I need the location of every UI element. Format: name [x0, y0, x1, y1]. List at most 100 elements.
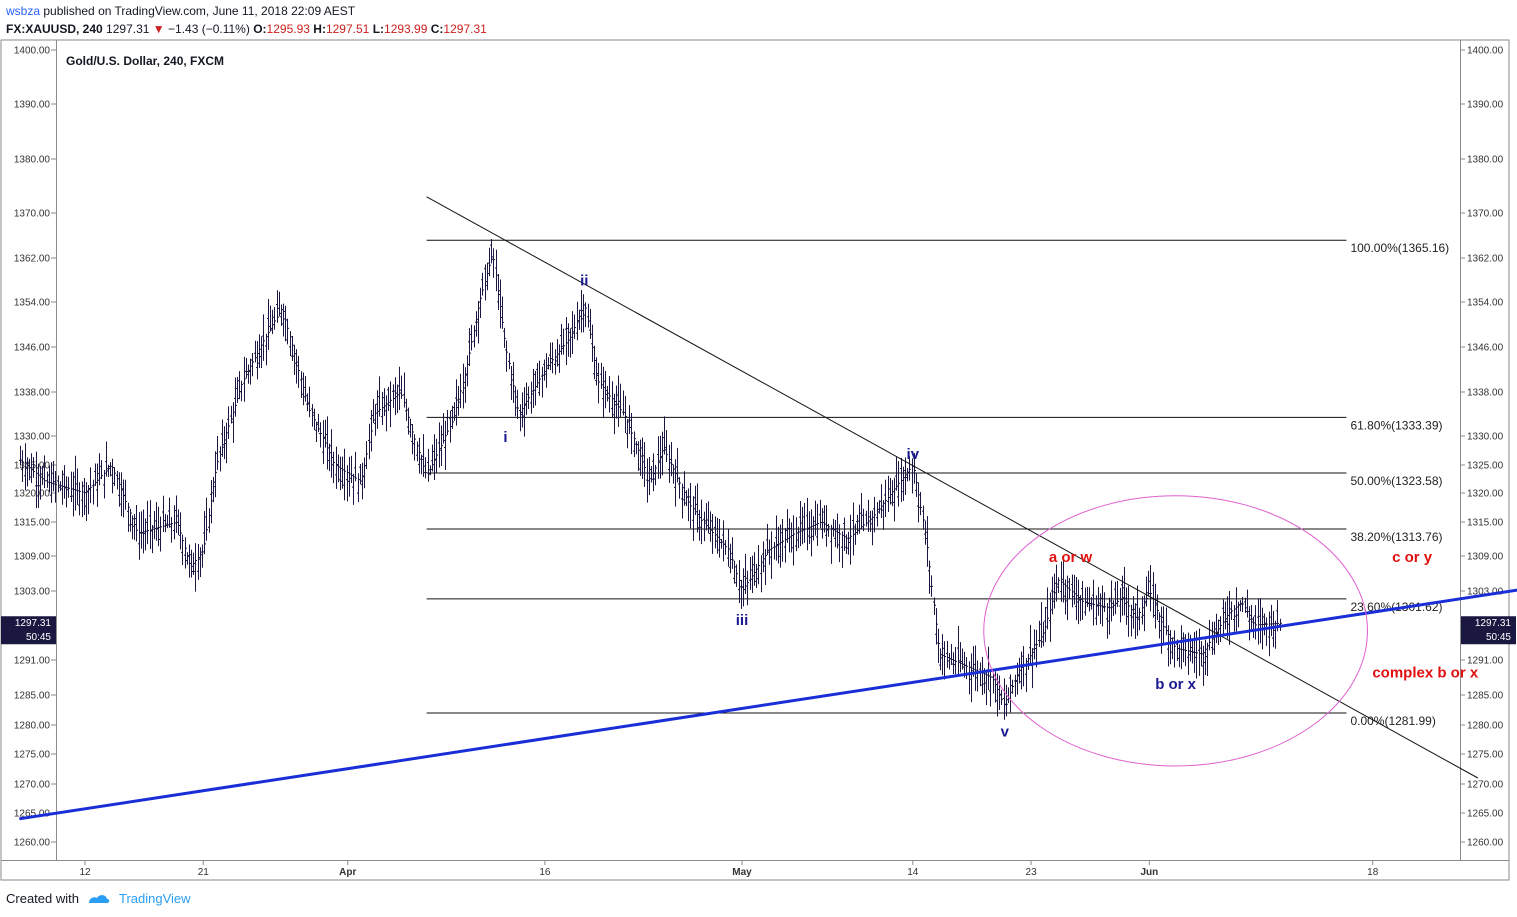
publish-info: wsbza published on TradingView.com, June… — [6, 4, 355, 18]
y-tick-label-right: 1315.00 — [1467, 518, 1504, 529]
y-tick-label-left: 1309.00 — [14, 552, 51, 563]
author-link[interactable]: wsbza — [6, 4, 41, 18]
wave-label: b or x — [1155, 676, 1196, 693]
time-axis: 1221Apr16May1423Jun18Jul16Aug1322 — [79, 860, 1379, 878]
y-tick-label-right: 1330.00 — [1467, 432, 1504, 443]
y-tick-label-right: 1354.00 — [1467, 298, 1504, 309]
y-tick-label-left: 1260.00 — [14, 838, 51, 849]
y-tick-label-right: 1325.00 — [1467, 461, 1504, 472]
chart-title: Gold/U.S. Dollar, 240, FXCM — [66, 54, 224, 68]
fib-retracement[interactable]: 100.00%(1365.16) 61.80%(1333.39) 50.00%(13… — [426, 239, 1450, 728]
high-value: 1297.51 — [325, 22, 370, 36]
y-tick-label-left: 1400.00 — [14, 46, 51, 57]
y-tick-label-right: 1380.00 — [1467, 155, 1504, 166]
wave-label: ii — [580, 273, 588, 290]
y-tick-label-right: 1303.00 — [1467, 587, 1504, 598]
wave-label: iii — [736, 612, 749, 629]
y-tick-label-left: 1325.00 — [14, 461, 51, 472]
y-tick-label-right: 1346.00 — [1467, 343, 1504, 354]
wave-label: i — [503, 429, 507, 446]
symbol-name: FX:XAUUSD, 240 — [6, 22, 103, 36]
y-tick-label-left: 1390.00 — [14, 100, 51, 111]
y-tick-label-left: 1380.00 — [14, 155, 51, 166]
y-tick-label-left: 1291.00 — [14, 656, 51, 667]
fib-level-label: 0.00%(1281.99) — [1350, 714, 1435, 728]
x-tick-label: 23 — [1026, 867, 1038, 878]
fib-level-label: 50.00%(1323.58) — [1350, 474, 1442, 488]
fib-level-label: 23.60%(1301.62) — [1350, 600, 1442, 614]
tradingview-logo-icon — [88, 894, 110, 903]
wave-label: c or y — [1392, 549, 1433, 566]
y-tick-label-right: 1265.00 — [1467, 809, 1504, 820]
down-trendline[interactable] — [426, 196, 1479, 779]
price-tag-left — [1, 616, 56, 645]
fib-level-label: 61.80%(1333.39) — [1350, 418, 1442, 432]
price-tags: 1297.31 50:45 1297.31 50:45 — [1, 616, 1516, 645]
x-tick-label: 16 — [539, 867, 551, 878]
y-tick-label-left: 1320.00 — [14, 489, 51, 500]
down-arrow-icon: ▼ — [152, 22, 165, 36]
price-bars — [19, 239, 1282, 720]
price-tag-right — [1461, 616, 1516, 645]
y-tick-label-right: 1275.00 — [1467, 750, 1504, 761]
x-tick-label: 18 — [1367, 867, 1379, 878]
high-label: H: — [313, 22, 326, 36]
price-tag-value: 1297.31 — [15, 618, 52, 629]
wave-label: v — [1001, 724, 1010, 741]
trendlines[interactable] — [19, 196, 1517, 821]
last-price: 1297.31 — [106, 22, 150, 36]
y-tick-label-right: 1291.00 — [1467, 656, 1504, 667]
y-tick-label-right: 1370.00 — [1467, 209, 1504, 220]
y-tick-label-left: 1265.00 — [14, 809, 51, 820]
y-tick-label-right: 1400.00 — [1467, 46, 1504, 57]
price-tag-countdown: 50:45 — [1486, 632, 1511, 643]
price-axis: 1260.00 1260.00 1265.00 1265.00 1270.00 1270.… — [14, 46, 1504, 849]
y-tick-label-right: 1390.00 — [1467, 100, 1504, 111]
fib-level-label: 38.20%(1313.76) — [1350, 530, 1442, 544]
y-tick-label-right: 1280.00 — [1467, 721, 1504, 732]
created-with-text: Created with — [6, 891, 79, 906]
y-tick-label-right: 1285.00 — [1467, 691, 1504, 702]
x-tick-label: Apr — [339, 867, 356, 878]
y-tick-label-left: 1303.00 — [14, 587, 51, 598]
low-value: 1293.99 — [384, 22, 428, 36]
price-change: −1.43 (−0.11%) — [168, 22, 250, 36]
x-tick-label: May — [732, 867, 752, 878]
x-tick-label: 21 — [198, 867, 210, 878]
y-tick-label-left: 1338.00 — [14, 388, 51, 399]
close-label: C: — [430, 22, 444, 36]
y-tick-label-left: 1370.00 — [14, 209, 51, 220]
x-tick-label: Jun — [1140, 867, 1158, 878]
y-tick-label-right: 1270.00 — [1467, 780, 1504, 791]
y-tick-label-right: 1362.00 — [1467, 254, 1504, 265]
open-label: O: — [253, 22, 267, 36]
wave-label: complex b or x — [1372, 665, 1479, 682]
y-tick-label-left: 1354.00 — [14, 298, 51, 309]
y-tick-label-left: 1346.00 — [14, 343, 51, 354]
y-tick-label-left: 1285.00 — [14, 691, 51, 702]
y-tick-label-right: 1320.00 — [1467, 489, 1504, 500]
fib-level-label: 100.00%(1365.16) — [1350, 241, 1449, 255]
y-tick-label-left: 1280.00 — [14, 721, 51, 732]
x-tick-label: 14 — [907, 867, 919, 878]
x-tick-label: 12 — [79, 867, 91, 878]
wave-label: a or w — [1049, 549, 1093, 566]
y-tick-label-right: 1260.00 — [1467, 838, 1504, 849]
price-tag-value: 1297.31 — [1475, 618, 1512, 629]
tradingview-brand-link[interactable]: TradingView — [118, 891, 191, 906]
close-value: 1297.31 — [443, 22, 487, 36]
y-tick-label-left: 1362.00 — [14, 254, 51, 265]
up-trendline[interactable] — [19, 482, 1517, 821]
low-label: L: — [372, 22, 385, 36]
y-tick-label-left: 1275.00 — [14, 750, 51, 761]
price-tag-countdown: 50:45 — [26, 632, 51, 643]
y-tick-label-right: 1338.00 — [1467, 388, 1504, 399]
open-value: 1295.93 — [266, 22, 310, 36]
publish-date: published on TradingView.com, June 11, 2… — [43, 4, 356, 18]
y-tick-label-left: 1270.00 — [14, 780, 51, 791]
footer: Created with TradingView — [6, 891, 191, 906]
highlight-circle[interactable] — [983, 495, 1368, 767]
wave-label: iv — [907, 446, 920, 463]
